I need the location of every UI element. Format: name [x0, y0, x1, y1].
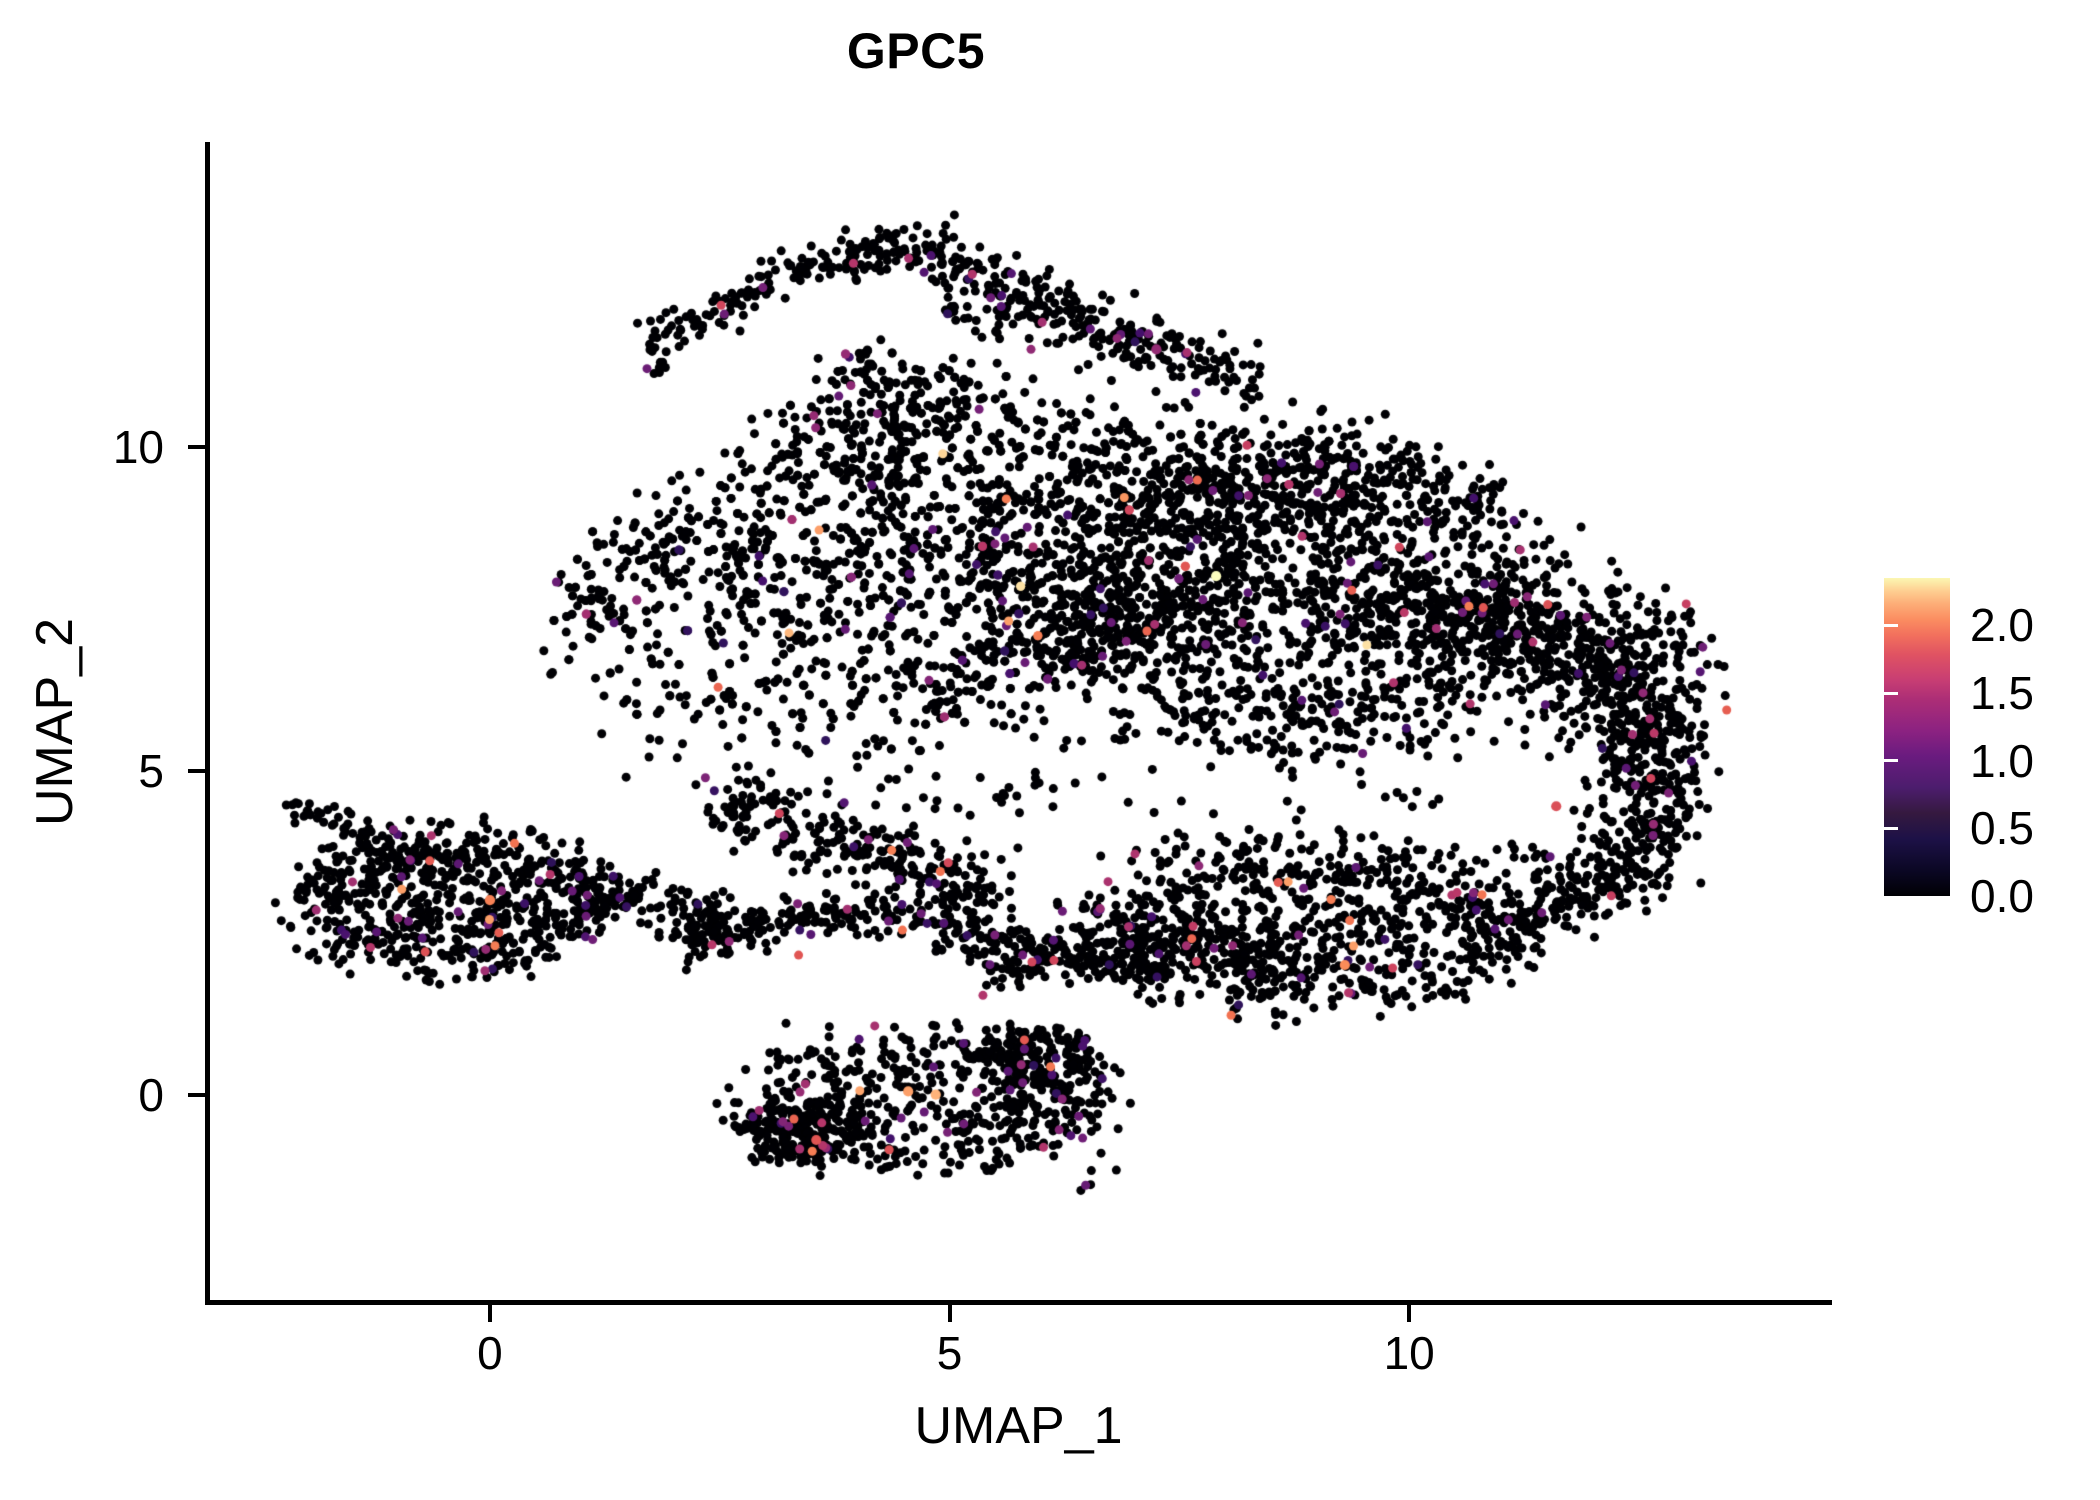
color-legend[interactable]: 2.0 1.5 1.0 0.5 0.0 [1884, 578, 2094, 919]
x-tick-mark-0 [487, 1305, 492, 1322]
plot-panel[interactable] [205, 142, 1832, 1302]
x-tick-label-2: 10 [1383, 1327, 1435, 1379]
page-title: GPC5 [846, 23, 986, 79]
legend-tick-label-3: 0.5 [1970, 802, 2034, 855]
legend-tick-mark-left-0 [1884, 623, 1898, 627]
y-tick-label-wrap-0: 0 [0, 1072, 178, 1118]
y-tick-label-0: 0 [138, 1068, 164, 1121]
x-axis-line [205, 1300, 1832, 1305]
x-axis-title: UMAP_1 [914, 1397, 1123, 1455]
legend-tick-label-2: 1.0 [1970, 734, 2034, 787]
y-axis-title: UMAP_2 [26, 617, 84, 827]
x-tick-mark-1 [947, 1305, 952, 1322]
x-tick-mark-2 [1407, 1305, 1412, 1322]
legend-tick-mark-right-0 [2080, 623, 2094, 627]
y-axis-line [205, 142, 210, 1305]
y-tick-mark-2 [188, 444, 205, 449]
legend-tick-mark-right-3 [2080, 826, 2094, 830]
color-legend-gradient-bar [1884, 578, 1950, 896]
scatter-plot-canvas[interactable] [205, 142, 1832, 1302]
legend-tick-label-4: 0.0 [1970, 870, 2034, 922]
legend-tick-label-1: 1.5 [1970, 667, 2034, 720]
y-tick-label-2: 10 [112, 420, 164, 473]
legend-tick-mark-left-3 [1884, 826, 1898, 830]
x-tick-label-0: 0 [477, 1327, 503, 1379]
x-tick-label-1: 5 [936, 1327, 963, 1379]
legend-tick-mark-right-2 [2080, 759, 2094, 763]
y-tick-mark-1 [188, 768, 205, 773]
legend-tick-mark-right-1 [2080, 691, 2094, 695]
legend-tick-mark-left-1 [1884, 691, 1898, 695]
y-tick-label-wrap-1: 5 [0, 748, 178, 794]
y-tick-label-wrap-2: 10 [0, 424, 178, 470]
legend-tick-mark-left-2 [1884, 759, 1898, 763]
y-tick-label-1: 5 [138, 744, 164, 797]
legend-tick-label-0: 2.0 [1970, 599, 2034, 652]
y-tick-mark-0 [188, 1092, 205, 1097]
